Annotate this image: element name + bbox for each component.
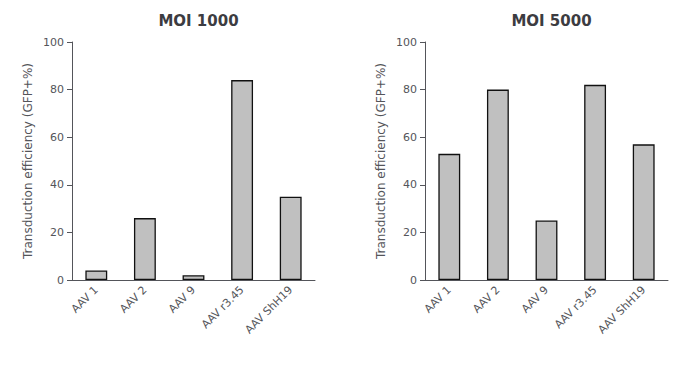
svg-text:100: 100: [43, 36, 64, 49]
svg-text:20: 20: [50, 226, 64, 239]
svg-text:MOI 5000: MOI 5000: [511, 12, 591, 30]
svg-text:AAV ShH19: AAV ShH19: [242, 283, 295, 336]
svg-text:40: 40: [50, 178, 64, 191]
svg-text:100: 100: [396, 36, 417, 49]
svg-text:AAV r3.45: AAV r3.45: [199, 283, 247, 331]
svg-text:AAV 1: AAV 1: [69, 283, 101, 315]
svg-text:Transduction efficiency (GFP+%: Transduction efficiency (GFP+%): [21, 63, 35, 260]
svg-text:80: 80: [50, 83, 64, 96]
svg-text:0: 0: [410, 274, 417, 287]
svg-text:AAV 1: AAV 1: [422, 283, 454, 315]
svg-text:0: 0: [57, 274, 64, 287]
svg-text:20: 20: [403, 226, 417, 239]
svg-text:AAV ShH19: AAV ShH19: [595, 283, 648, 336]
svg-text:AAV 2: AAV 2: [117, 283, 149, 315]
svg-text:40: 40: [403, 178, 417, 191]
svg-text:80: 80: [403, 83, 417, 96]
svg-text:AAV 9: AAV 9: [166, 283, 198, 315]
svg-text:60: 60: [403, 131, 417, 144]
svg-text:AAV 2: AAV 2: [470, 283, 502, 315]
svg-text:Transduction efficiency (GFP+%: Transduction efficiency (GFP+%): [374, 63, 388, 260]
svg-text:AAV r3.45: AAV r3.45: [552, 283, 600, 331]
svg-text:MOI 1000: MOI 1000: [158, 12, 238, 30]
svg-text:60: 60: [50, 131, 64, 144]
svg-text:AAV 9: AAV 9: [519, 283, 551, 315]
